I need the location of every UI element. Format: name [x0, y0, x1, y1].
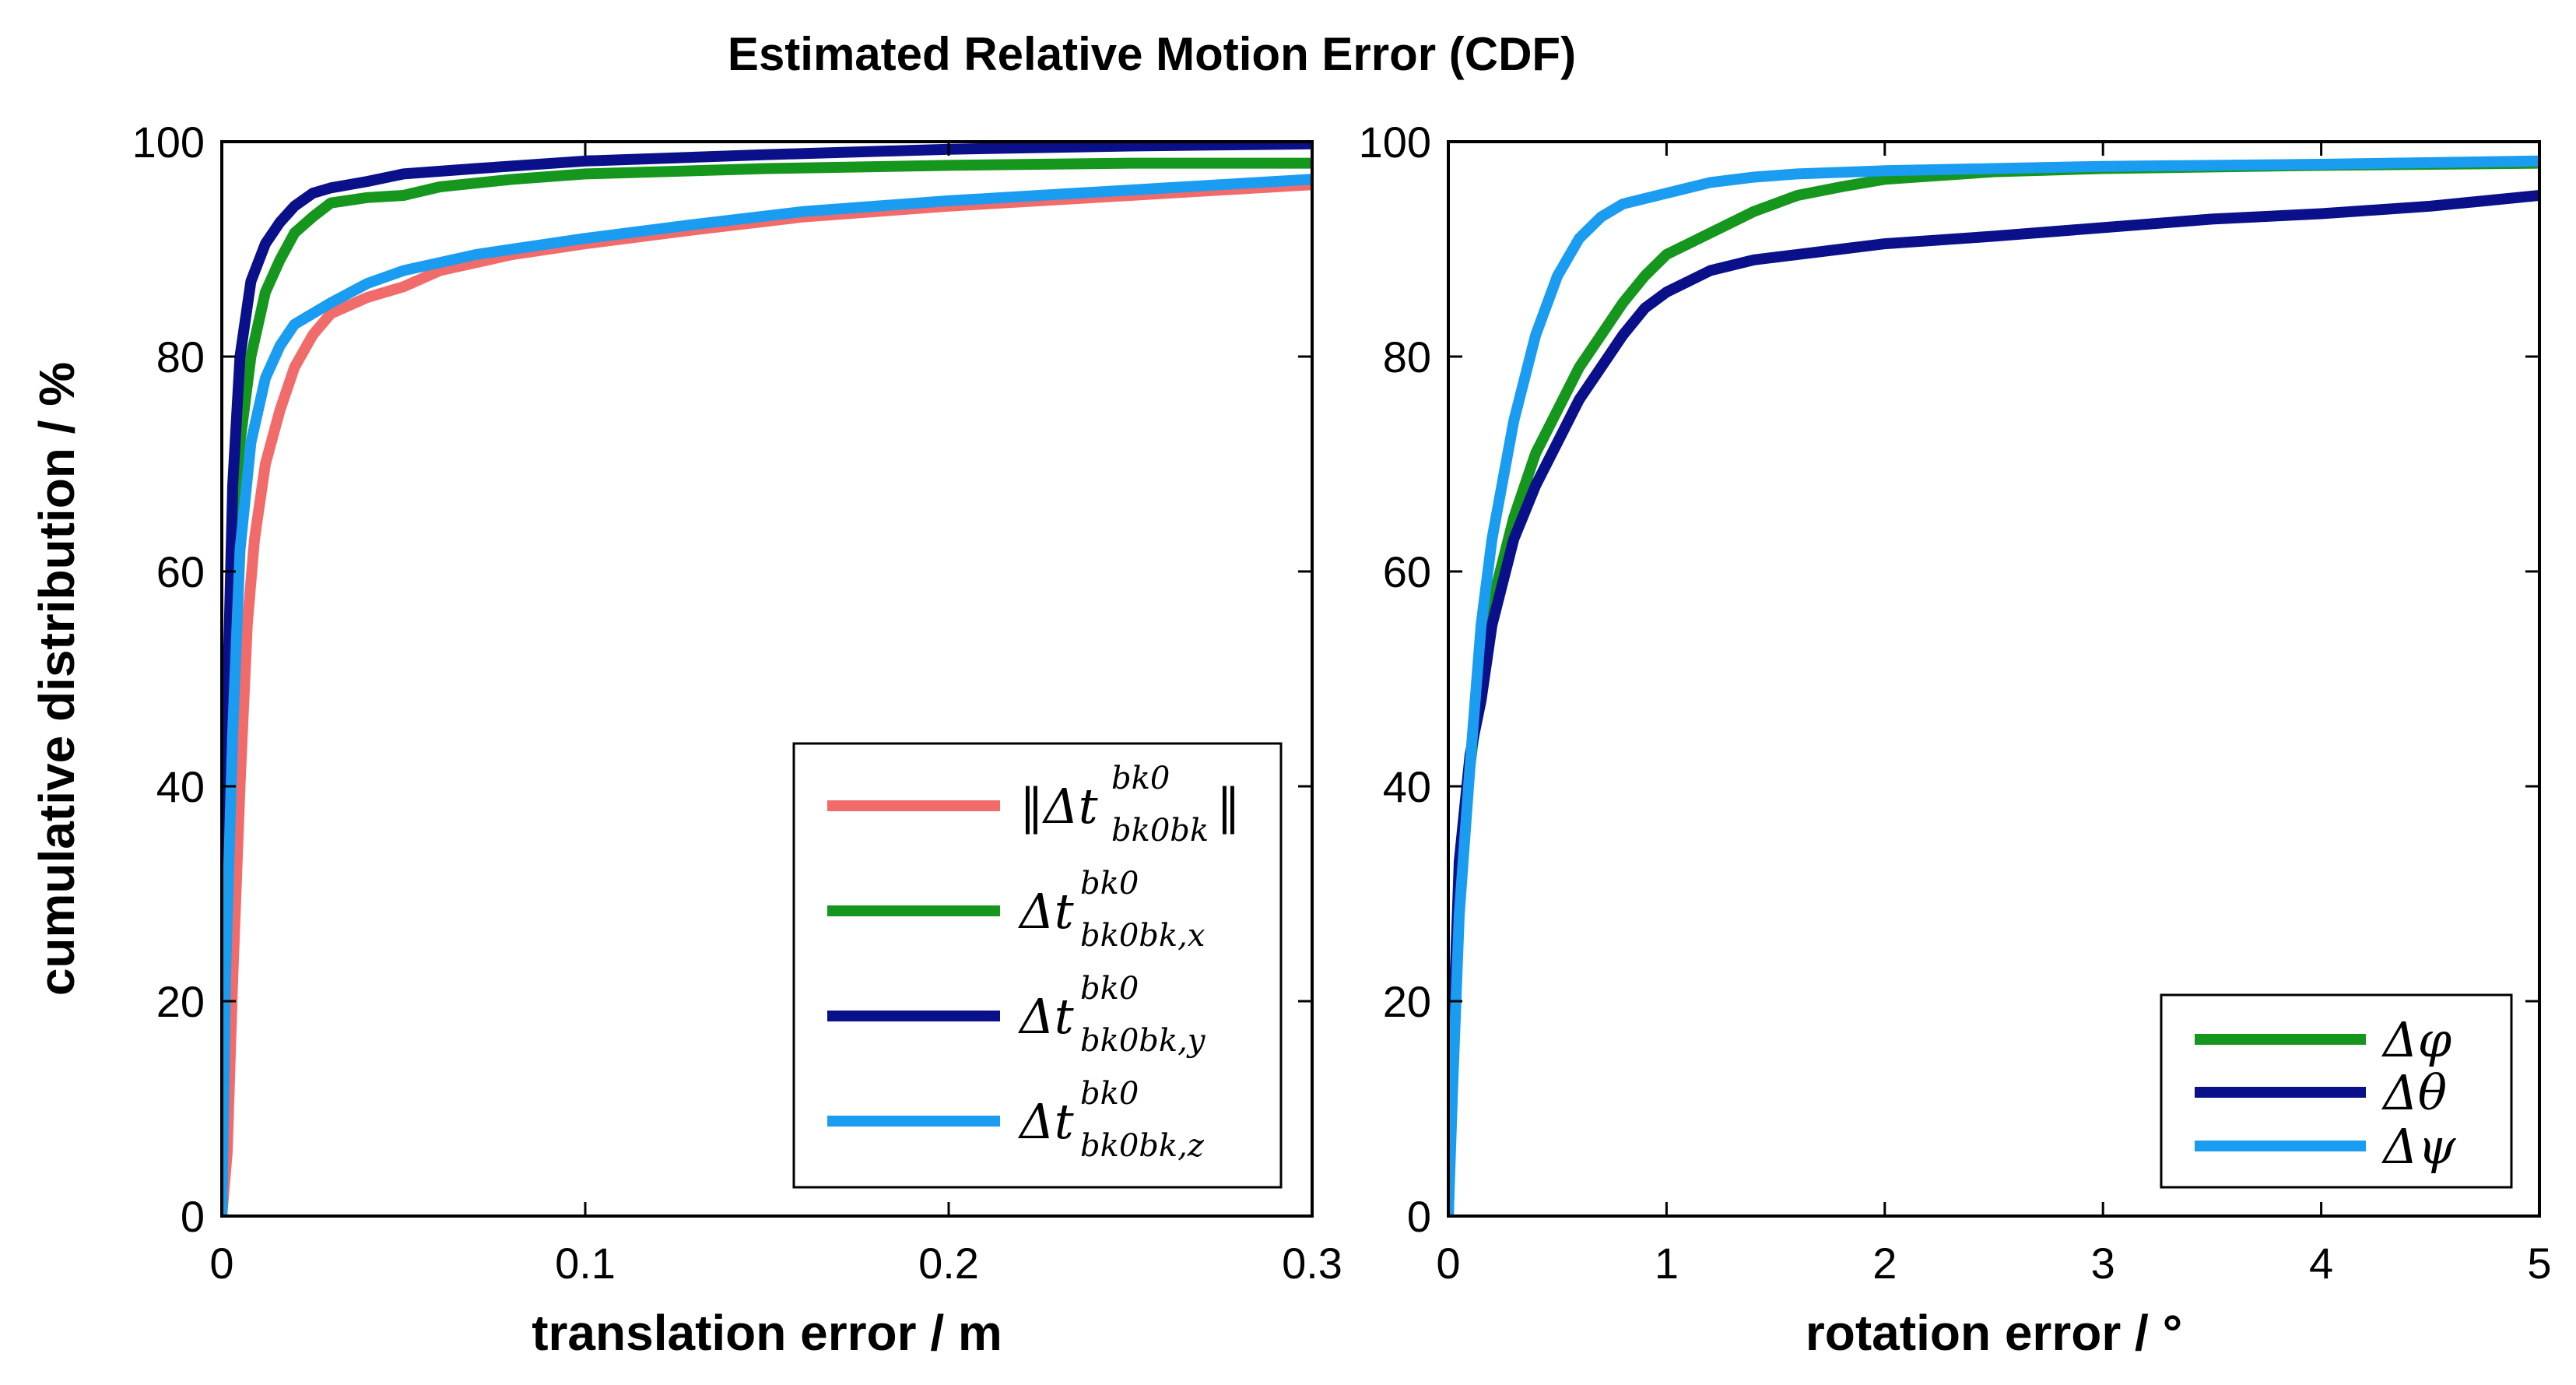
- legend-subscript: bk0bk: [1111, 813, 1209, 849]
- axes-box: [220, 140, 1314, 1218]
- x-tick-label: 0.1: [555, 1239, 616, 1288]
- legend-label: Δφ: [2381, 1011, 2452, 1068]
- y-tick-label: 40: [156, 762, 205, 811]
- x-tick-label: 4: [2309, 1239, 2333, 1288]
- x-tick-label: 3: [2091, 1239, 2115, 1288]
- legend-norm-close: ‖: [1216, 778, 1241, 835]
- x-tick-label: 0: [209, 1239, 233, 1288]
- legend-superscript: bk0: [1111, 761, 1170, 796]
- left-chart-translation-error: 0 0.1 0.2 0.3 0 20 40 60 80 100 translation error …: [29, 118, 1342, 1361]
- x-tick-label: 0.2: [918, 1239, 979, 1288]
- series-lines: [1448, 155, 2539, 1216]
- y-tick-label: 100: [132, 118, 205, 167]
- y-tick-label: 20: [156, 977, 205, 1026]
- y-tick-label: 100: [1359, 118, 1431, 167]
- legend-item-1: ‖Δt bk0 bk0bk ‖: [827, 761, 1241, 849]
- legend-item-3: Δψ: [2195, 1118, 2457, 1175]
- x-axis-label: rotation error / °: [1806, 1305, 2182, 1361]
- x-tick-label: 0.3: [1282, 1239, 1342, 1288]
- x-tick-label: 1: [1655, 1239, 1679, 1288]
- legend-label: Δt: [1018, 883, 1074, 940]
- legend-item-2: Δt bk0 bk0bk,x: [827, 866, 1205, 954]
- y-tick-label: 0: [1407, 1192, 1431, 1241]
- legend-subscript: bk0bk,z: [1080, 1128, 1205, 1164]
- legend-superscript: bk0: [1080, 971, 1139, 1007]
- x-axis-label: translation error / m: [532, 1305, 1002, 1361]
- y-tick-label: 80: [156, 332, 205, 381]
- y-tick-label: 40: [1383, 762, 1431, 811]
- y-tick-label: 20: [1383, 977, 1431, 1026]
- legend-item-4: Δt bk0 bk0bk,z: [827, 1076, 1205, 1164]
- legend-label: Δθ: [2381, 1064, 2447, 1121]
- y-axis-label: cumulative distribution / %: [29, 362, 85, 996]
- series-line-4: [222, 174, 1312, 1216]
- y-tick-label: 80: [1383, 332, 1431, 381]
- x-tick-label: 0: [1436, 1239, 1460, 1288]
- right-chart-rotation-error: 0 1 2 3 4 5 0 20 40 60 80 100 rotation error / ° ΔφΔθ…: [1359, 118, 2552, 1361]
- legend-label: Δψ: [2381, 1118, 2457, 1175]
- x-tick-label: 5: [2527, 1239, 2551, 1288]
- legend-subscript: bk0bk,y: [1080, 1023, 1206, 1059]
- legend-box: [792, 742, 1283, 1189]
- series-line-2: [1448, 190, 2539, 1216]
- legend-subscript: bk0bk,x: [1080, 918, 1205, 954]
- legend-label: ‖Δt: [1020, 778, 1098, 835]
- legend-item-1: Δφ: [2195, 1011, 2452, 1068]
- legend-item-2: Δθ: [2195, 1064, 2447, 1121]
- legend-label: Δt: [1018, 988, 1074, 1045]
- axes-box: [1447, 140, 2541, 1218]
- y-tick-label: 60: [156, 547, 205, 596]
- series-line-3: [222, 142, 1312, 1216]
- figure-title: Estimated Relative Motion Error (CDF): [728, 28, 1576, 80]
- legend-item-3: Δt bk0 bk0bk,y: [827, 971, 1206, 1059]
- legend-superscript: bk0: [1080, 866, 1139, 902]
- y-tick-label: 60: [1383, 547, 1431, 596]
- x-tick-label: 2: [1872, 1239, 1897, 1288]
- series-lines: [222, 142, 1312, 1216]
- series-line-3: [1448, 155, 2539, 1216]
- y-tick-label: 0: [181, 1192, 205, 1241]
- legend-superscript: bk0: [1080, 1076, 1139, 1112]
- legend-label: Δt: [1018, 1093, 1074, 1150]
